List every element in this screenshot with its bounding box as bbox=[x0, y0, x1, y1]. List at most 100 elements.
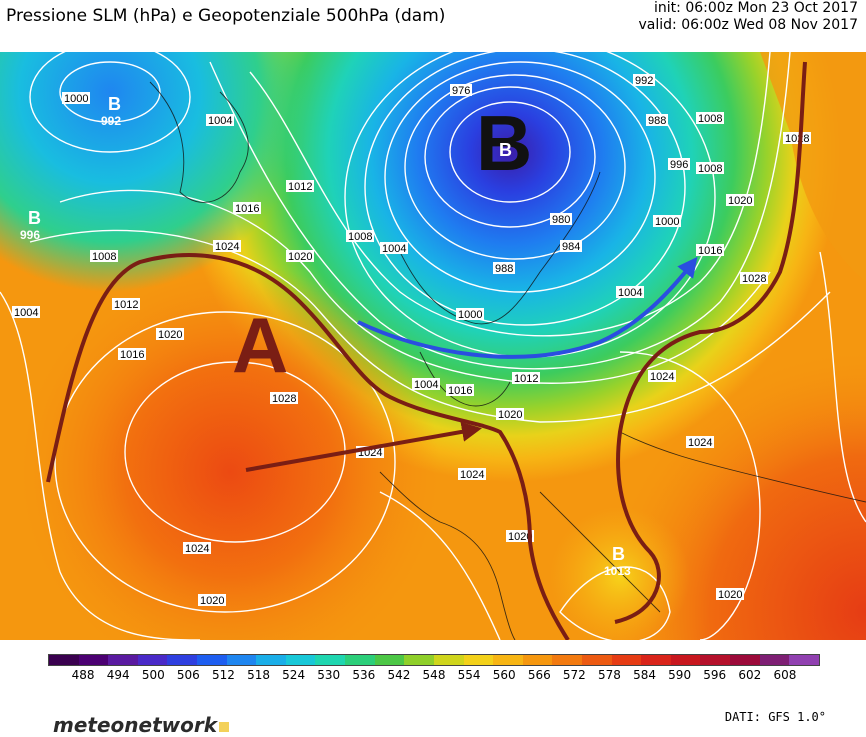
svg-text:1012: 1012 bbox=[288, 181, 312, 193]
low-center-med: B bbox=[612, 544, 625, 564]
colorbar-swatch bbox=[167, 655, 197, 665]
isobar-label: 1020 bbox=[716, 588, 744, 601]
isobar-label: 1000 bbox=[62, 92, 90, 105]
isobar-label: 1020 bbox=[496, 408, 524, 421]
svg-text:1004: 1004 bbox=[414, 379, 438, 391]
colorbar-tick-label: 506 bbox=[177, 668, 200, 682]
isobar-label: 1008 bbox=[696, 112, 724, 125]
geopotential-colorbar: 4884945005065125185245305365425485545605… bbox=[48, 654, 820, 682]
colorbar-swatch bbox=[789, 655, 819, 665]
svg-text:984: 984 bbox=[562, 241, 580, 253]
isobar-label: 1024 bbox=[458, 468, 486, 481]
svg-text:1008: 1008 bbox=[92, 251, 116, 263]
low-pressure-center-inner: B bbox=[499, 140, 512, 160]
isobar-label: 1028 bbox=[740, 272, 768, 285]
colorbar-swatch bbox=[612, 655, 642, 665]
isobar-label: 1016 bbox=[696, 244, 724, 257]
svg-text:976: 976 bbox=[452, 85, 470, 97]
colorbar-tick-label: 554 bbox=[458, 668, 481, 682]
isobar-label: 1000 bbox=[653, 215, 681, 228]
svg-text:1024: 1024 bbox=[185, 543, 209, 555]
brand-logo: meteonetwork bbox=[53, 713, 229, 737]
isobar-label: 1024 bbox=[686, 436, 714, 449]
colorbar-tick-label: 572 bbox=[563, 668, 586, 682]
isobar-label: 984 bbox=[560, 240, 582, 253]
svg-text:1020: 1020 bbox=[288, 251, 312, 263]
svg-text:1028: 1028 bbox=[785, 133, 809, 145]
isobar-label: 1012 bbox=[112, 298, 140, 311]
isobar-label: 1024 bbox=[213, 240, 241, 253]
isobar-label: 1012 bbox=[512, 372, 540, 385]
isobar-label: 1004 bbox=[206, 114, 234, 127]
colorbar-tick-label: 596 bbox=[703, 668, 726, 682]
colorbar-gradient bbox=[48, 654, 820, 666]
colorbar-swatch bbox=[375, 655, 405, 665]
low-center-w: B bbox=[28, 208, 41, 228]
svg-text:1008: 1008 bbox=[698, 163, 722, 175]
svg-text:1004: 1004 bbox=[14, 307, 38, 319]
svg-text:1028: 1028 bbox=[272, 393, 296, 405]
svg-text:980: 980 bbox=[552, 214, 570, 226]
svg-text:1020: 1020 bbox=[498, 409, 522, 421]
colorbar-tick-label: 578 bbox=[598, 668, 621, 682]
colorbar-tick-label: 602 bbox=[738, 668, 761, 682]
svg-text:1024: 1024 bbox=[215, 241, 239, 253]
svg-text:1016: 1016 bbox=[120, 349, 144, 361]
colorbar-swatch bbox=[315, 655, 345, 665]
low-center-nw-value: 992 bbox=[101, 114, 121, 128]
svg-text:1008: 1008 bbox=[348, 231, 372, 243]
high-pressure-center: A bbox=[232, 301, 288, 389]
colorbar-tick-label: 536 bbox=[352, 668, 375, 682]
svg-text:988: 988 bbox=[648, 115, 666, 127]
svg-text:1016: 1016 bbox=[235, 203, 259, 215]
colorbar-ticks: 4884945005065125185245305365425485545605… bbox=[48, 666, 820, 682]
colorbar-swatch bbox=[700, 655, 730, 665]
svg-text:992: 992 bbox=[635, 75, 653, 87]
isobar-label: 1008 bbox=[90, 250, 118, 263]
svg-text:1008: 1008 bbox=[698, 113, 722, 125]
isobar-label: 1004 bbox=[380, 242, 408, 255]
colorbar-swatch bbox=[227, 655, 257, 665]
colorbar-swatch bbox=[345, 655, 375, 665]
isobar-label: 976 bbox=[450, 84, 472, 97]
colorbar-swatch bbox=[197, 655, 227, 665]
svg-text:1016: 1016 bbox=[448, 385, 472, 397]
isobar-label: 992 bbox=[633, 74, 655, 87]
colorbar-swatch bbox=[49, 655, 79, 665]
colorbar-swatch bbox=[434, 655, 464, 665]
svg-text:1004: 1004 bbox=[208, 115, 232, 127]
colorbar-swatch bbox=[108, 655, 138, 665]
low-center-med-value: 1013 bbox=[604, 564, 631, 578]
valid-time: valid: 06:00z Wed 08 Nov 2017 bbox=[639, 17, 858, 34]
low-center-nw: B bbox=[108, 94, 121, 114]
svg-text:988: 988 bbox=[495, 263, 513, 275]
colorbar-swatch bbox=[256, 655, 286, 665]
svg-text:1024: 1024 bbox=[688, 437, 712, 449]
isobar-label: 1016 bbox=[233, 202, 261, 215]
colorbar-swatch bbox=[671, 655, 701, 665]
svg-text:1004: 1004 bbox=[382, 243, 406, 255]
svg-text:1024: 1024 bbox=[460, 469, 484, 481]
colorbar-swatch bbox=[523, 655, 553, 665]
isobar-label: 996 bbox=[668, 158, 690, 171]
colorbar-swatch bbox=[286, 655, 316, 665]
isobar-label: 1016 bbox=[446, 384, 474, 397]
colorbar-tick-label: 494 bbox=[107, 668, 130, 682]
colorbar-tick-label: 500 bbox=[142, 668, 165, 682]
colorbar-tick-label: 530 bbox=[317, 668, 340, 682]
colorbar-tick-label: 608 bbox=[773, 668, 796, 682]
svg-text:1004: 1004 bbox=[618, 287, 642, 299]
colorbar-swatch bbox=[138, 655, 168, 665]
isobar-label: 1016 bbox=[118, 348, 146, 361]
isobar-label: 1020 bbox=[286, 250, 314, 263]
svg-text:1024: 1024 bbox=[650, 371, 674, 383]
isobar-label: 1004 bbox=[412, 378, 440, 391]
low-center-w-value: 996 bbox=[20, 228, 40, 242]
isobar-label: 1004 bbox=[12, 306, 40, 319]
colorbar-tick-label: 548 bbox=[423, 668, 446, 682]
isobar-label: 1024 bbox=[648, 370, 676, 383]
colorbar-swatch bbox=[404, 655, 434, 665]
isobar-label: 1020 bbox=[156, 328, 184, 341]
isobar-label: 1028 bbox=[270, 392, 298, 405]
svg-text:1000: 1000 bbox=[655, 216, 679, 228]
